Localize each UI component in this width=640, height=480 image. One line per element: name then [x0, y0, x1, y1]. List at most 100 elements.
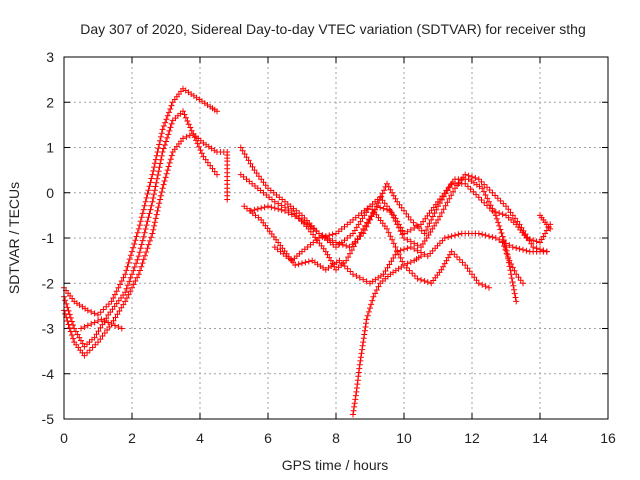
- data-point: [147, 206, 154, 213]
- data-point: [428, 216, 435, 223]
- data-point: [373, 203, 380, 210]
- data-point: [194, 140, 201, 147]
- data-point: [475, 194, 482, 201]
- data-point: [261, 204, 268, 211]
- data-point: [247, 160, 254, 167]
- x-tick-label: 2: [128, 430, 136, 446]
- data-point: [522, 231, 529, 238]
- data-point: [126, 278, 133, 285]
- data-point: [486, 233, 492, 240]
- data-point: [91, 319, 98, 326]
- data-point: [123, 285, 130, 292]
- data-point: [462, 171, 469, 178]
- data-point: [401, 246, 407, 253]
- series-1: [61, 108, 220, 350]
- data-point: [115, 284, 122, 291]
- data-point: [479, 185, 486, 192]
- data-point: [124, 263, 131, 270]
- data-point: [390, 214, 397, 221]
- y-tick-label: 2: [46, 94, 54, 110]
- data-point: [295, 215, 302, 222]
- data-point: [365, 220, 372, 227]
- data-point: [292, 262, 299, 269]
- data-point: [484, 184, 490, 191]
- data-point: [451, 251, 458, 258]
- data-point: [464, 183, 471, 190]
- data-point: [382, 268, 389, 274]
- data-point: [152, 183, 159, 190]
- data-point: [120, 301, 127, 308]
- data-point: [431, 210, 438, 217]
- data-point: [146, 237, 153, 244]
- data-point: [140, 233, 147, 240]
- data-point: [115, 324, 122, 330]
- data-point: [375, 283, 382, 290]
- data-point: [452, 232, 458, 239]
- plot-frame: [63, 56, 609, 420]
- data-point: [484, 195, 491, 202]
- data-point: [508, 275, 515, 282]
- data-point: [446, 195, 453, 202]
- data-point: [68, 332, 75, 338]
- data-point: [345, 254, 352, 261]
- data-point: [125, 259, 132, 266]
- data-point: [358, 350, 365, 357]
- data-point: [241, 151, 248, 157]
- data-point: [167, 124, 174, 131]
- data-point: [134, 274, 141, 281]
- data-point: [395, 251, 402, 258]
- data-point: [389, 211, 396, 218]
- data-point: [84, 307, 91, 314]
- series-10: [271, 203, 492, 291]
- data-point: [243, 154, 250, 161]
- data-point: [64, 318, 71, 324]
- data-point: [138, 214, 145, 221]
- data-point: [385, 229, 392, 236]
- data-point: [180, 108, 186, 115]
- data-point: [100, 306, 107, 313]
- data-point: [462, 180, 469, 187]
- data-point: [387, 207, 394, 214]
- data-point: [475, 230, 482, 237]
- data-point: [486, 284, 492, 291]
- data-point: [414, 242, 421, 249]
- data-point: [146, 210, 153, 217]
- data-point: [105, 319, 112, 326]
- data-point: [509, 264, 516, 271]
- data-point: [351, 400, 358, 407]
- data-point: [456, 256, 463, 263]
- data-point: [292, 213, 299, 220]
- data-point: [361, 331, 368, 338]
- data-point: [509, 279, 516, 285]
- data-point: [424, 223, 431, 230]
- data-point: [88, 308, 95, 315]
- data-point: [418, 244, 424, 251]
- data-point: [501, 243, 507, 250]
- data-point: [360, 276, 367, 283]
- data-point: [426, 220, 433, 227]
- data-point: [502, 246, 509, 253]
- data-point: [143, 249, 150, 255]
- data-point: [384, 225, 390, 232]
- data-point: [486, 198, 492, 205]
- data-point: [478, 197, 485, 203]
- x-tick-label: 12: [464, 430, 480, 446]
- data-point: [187, 124, 194, 131]
- data-point: [455, 231, 462, 238]
- data-point: [253, 170, 260, 177]
- data-point: [511, 290, 518, 297]
- data-point: [157, 192, 164, 199]
- data-point: [435, 216, 441, 223]
- data-point: [526, 236, 533, 243]
- data-point: [409, 270, 416, 277]
- data-point: [148, 234, 155, 241]
- data-point: [423, 227, 430, 234]
- data-point: [137, 245, 144, 252]
- data-point: [112, 322, 118, 329]
- data-point: [299, 260, 305, 267]
- data-point: [339, 260, 346, 267]
- data-point: [130, 244, 137, 251]
- x-axis-label: GPS time / hours: [282, 457, 389, 473]
- data-point: [183, 133, 190, 140]
- data-point: [482, 283, 489, 290]
